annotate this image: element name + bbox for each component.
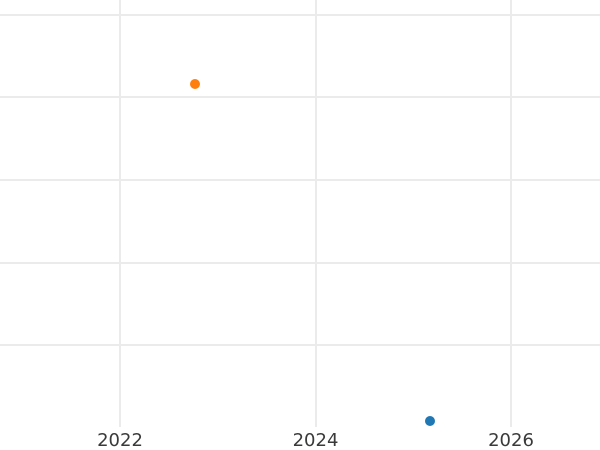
- horizontal-gridline: [0, 96, 600, 99]
- vertical-gridline: [119, 0, 121, 427]
- horizontal-gridline: [0, 178, 600, 181]
- horizontal-gridline: [0, 261, 600, 264]
- x-tick-label-2024: 2024: [292, 430, 339, 450]
- x-tick-label-2022: 2022: [97, 430, 143, 450]
- horizontal-gridline: [0, 13, 600, 16]
- scatter-point-blue-series: [424, 415, 435, 426]
- vertical-gridline: [510, 0, 512, 427]
- horizontal-gridline: [0, 344, 600, 347]
- scatter-point-orange-series: [190, 78, 201, 89]
- x-tick-label-2026: 2026: [488, 430, 534, 450]
- vertical-gridline: [314, 0, 317, 427]
